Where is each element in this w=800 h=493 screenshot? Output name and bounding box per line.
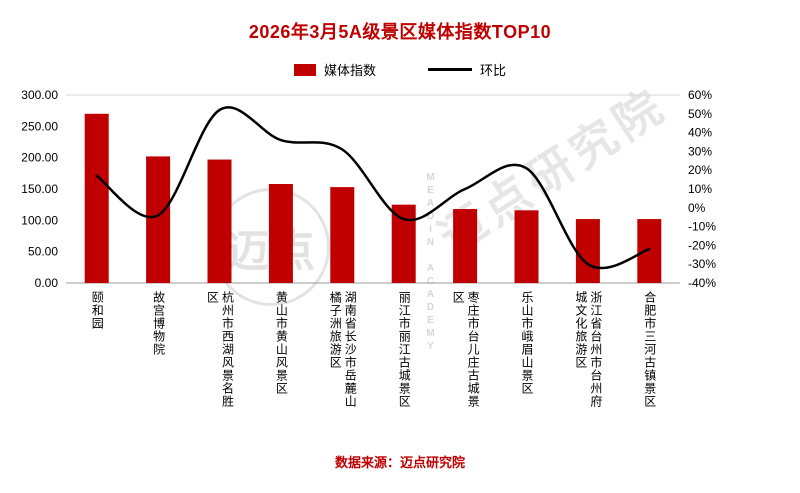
bar-4 [268,183,293,283]
legend-line-label: 环比 [480,63,507,78]
bar-1 [84,113,109,283]
bar-7 [453,209,478,283]
left-axis-tick: 100.00 [21,213,58,227]
left-axis-tick: 50.00 [28,245,58,259]
left-axis-tick: 0.00 [35,276,59,290]
legend-item-media-index: 媒体指数 [293,60,376,79]
bar-6 [391,204,416,283]
legend-bar-label: 媒体指数 [323,63,376,78]
bar-3 [207,159,232,283]
right-axis-tick: 10% [688,182,712,196]
right-axis-tick: 60% [688,88,712,102]
left-axis-tick: 200.00 [21,151,58,165]
right-axis-tick: -40% [688,276,716,290]
right-axis-tick: 20% [688,163,712,177]
right-axis-tick: -10% [688,220,716,234]
chart-legend: 媒体指数 环比 [0,60,800,79]
chart-title: 2026年3月5A级景区媒体指数TOP10 [248,22,552,42]
right-axis-tick: -20% [688,238,716,252]
right-axis-tick: 0% [688,201,706,215]
data-source: 数据来源：迈点研究院 [334,455,465,470]
right-axis-tick: 40% [688,126,712,140]
bar-8 [514,210,539,283]
bar-5 [330,187,355,283]
left-axis-tick: 150.00 [21,182,58,196]
left-axis-tick: 300.00 [21,88,58,102]
bar-10 [637,219,662,283]
right-axis-tick: 30% [688,144,712,158]
bar-9 [575,219,600,283]
bar-2 [146,156,171,283]
right-axis-tick: 50% [688,107,712,121]
legend-item-mom: 环比 [428,60,506,79]
line-series [95,106,651,270]
left-axis-tick: 250.00 [21,119,58,133]
line-swatch-icon [428,68,472,71]
right-axis-tick: -30% [688,257,716,271]
bar-swatch-icon [293,63,316,76]
watermark-en-vertical-text: MEADIN ACADEMY [425,172,436,354]
